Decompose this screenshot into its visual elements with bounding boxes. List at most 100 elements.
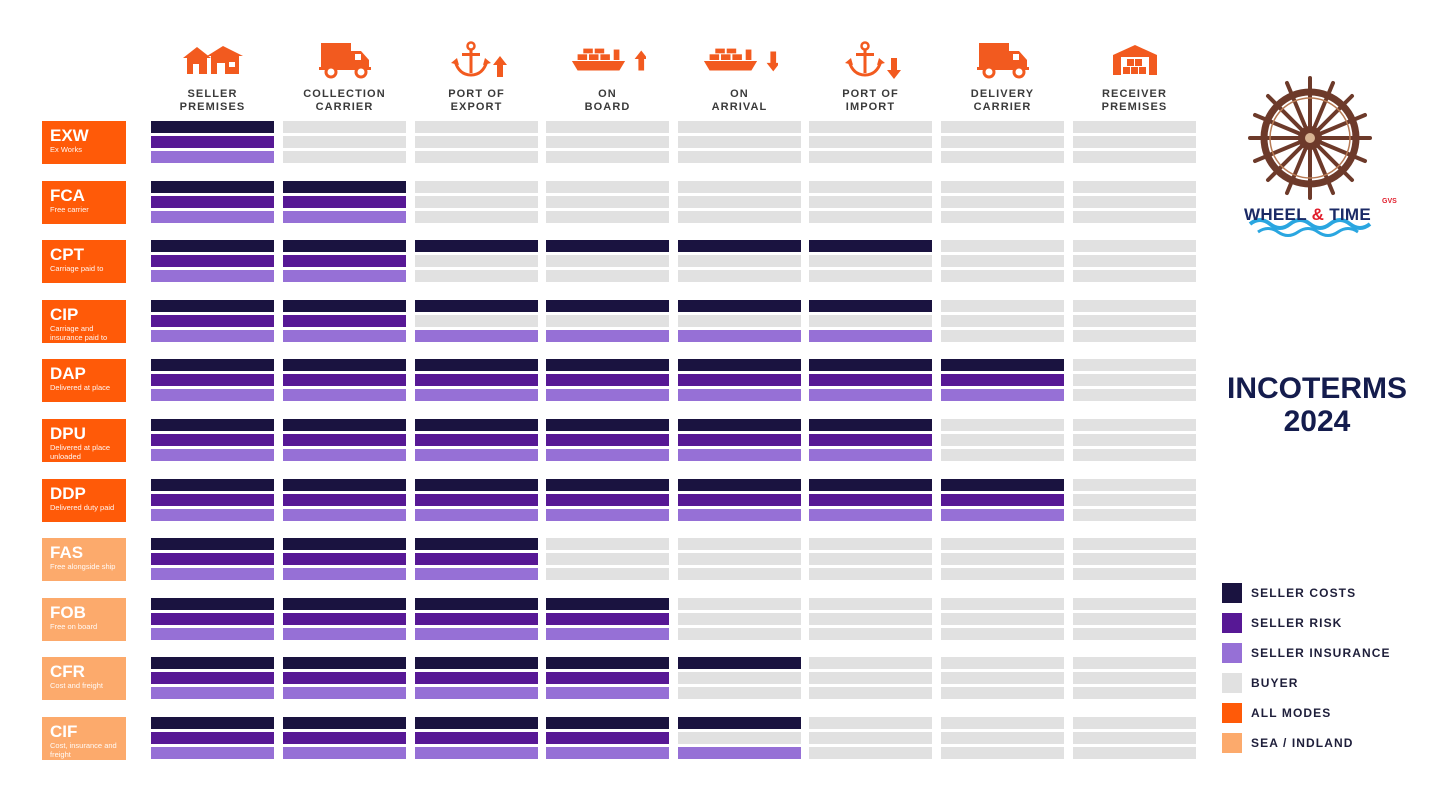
buyer-bar xyxy=(1073,538,1196,550)
seller-costs-bar xyxy=(283,717,406,729)
seller-costs-bar xyxy=(809,479,932,491)
buyer-bar xyxy=(941,657,1064,669)
seller-costs-bar xyxy=(415,419,538,431)
column-header: PORT OF EXPORT xyxy=(412,40,542,116)
seller-insurance-bar xyxy=(678,389,801,401)
legend-item-sea: SEA / INDLAND xyxy=(1222,733,1422,763)
buyer-bar xyxy=(1073,434,1196,446)
seller-risk-bar xyxy=(546,613,669,625)
buyer-bar xyxy=(1073,240,1196,252)
buyer-bar xyxy=(941,240,1064,252)
seller-insurance-bar xyxy=(678,330,801,342)
incoterm-dpu: DPU Delivered at place unloaded xyxy=(42,419,126,462)
buyer-bar xyxy=(809,717,932,729)
buyer-bar xyxy=(678,628,801,640)
wheel-and-time-logo: WHEEL & TIME GVS xyxy=(1238,72,1398,247)
seller-insurance-bar xyxy=(415,389,538,401)
seller-insurance-bar xyxy=(151,628,274,640)
seller-costs-bar xyxy=(546,479,669,491)
buyer-bar xyxy=(941,672,1064,684)
seller-risk-bar xyxy=(415,494,538,506)
seller-insurance-bar xyxy=(151,330,274,342)
truck-icon xyxy=(307,40,383,80)
seller-insurance-bar xyxy=(809,449,932,461)
buyer-bar xyxy=(941,151,1064,163)
seller-risk-bar xyxy=(283,374,406,386)
buyer-bar xyxy=(941,553,1064,565)
seller-costs-bar xyxy=(151,538,274,550)
seller-costs-bar xyxy=(283,300,406,312)
incoterm-fca: FCA Free carrier xyxy=(42,181,126,224)
buyer-bar xyxy=(941,136,1064,148)
buyer-bar xyxy=(546,568,669,580)
seller-costs-bar xyxy=(546,419,669,431)
seller-costs-bar xyxy=(678,300,801,312)
seller-insurance-bar xyxy=(941,509,1064,521)
seller-risk-bar xyxy=(546,732,669,744)
seller-risk-bar xyxy=(151,315,274,327)
incoterm-description: Delivered duty paid xyxy=(50,503,115,512)
seller-costs-bar xyxy=(415,479,538,491)
buyer-bar xyxy=(941,717,1064,729)
seller-costs-bar xyxy=(151,121,274,133)
legend-swatch xyxy=(1222,643,1242,663)
buyer-bar xyxy=(941,434,1064,446)
buyer-bar xyxy=(1073,136,1196,148)
incoterm-description: Cost, insurance and freight xyxy=(50,741,117,759)
ship-down-icon xyxy=(702,40,778,80)
seller-risk-bar xyxy=(678,434,801,446)
column-header: COLLECTION CARRIER xyxy=(280,40,410,116)
seller-costs-bar xyxy=(809,240,932,252)
ship-up-icon xyxy=(570,40,646,80)
incoterm-cpt: CPT Carriage paid to xyxy=(42,240,126,283)
buyer-bar xyxy=(546,211,669,223)
buyer-bar xyxy=(415,136,538,148)
anchor-down-icon xyxy=(833,40,909,80)
seller-risk-bar xyxy=(546,434,669,446)
incoterm-description: Free alongside ship xyxy=(50,562,116,571)
buyer-bar xyxy=(415,151,538,163)
incoterm-description: Delivered at place xyxy=(50,383,111,392)
buyer-bar xyxy=(415,121,538,133)
buyer-bar xyxy=(941,538,1064,550)
seller-insurance-bar xyxy=(546,509,669,521)
seller-costs-bar xyxy=(678,717,801,729)
buyer-bar xyxy=(941,732,1064,744)
seller-costs-bar xyxy=(809,359,932,371)
buyer-bar xyxy=(809,613,932,625)
seller-costs-bar xyxy=(415,240,538,252)
buyer-bar xyxy=(809,553,932,565)
seller-costs-bar xyxy=(415,538,538,550)
logo-wordmark: WHEEL & TIME xyxy=(1244,205,1372,224)
incoterm-code: CFR xyxy=(50,662,85,681)
buyer-bar xyxy=(415,181,538,193)
seller-insurance-bar xyxy=(546,330,669,342)
buyer-bar xyxy=(941,568,1064,580)
buyer-bar xyxy=(809,121,932,133)
buyer-bar xyxy=(1073,270,1196,282)
buyer-bar xyxy=(678,732,801,744)
house-icon xyxy=(175,40,251,80)
seller-costs-bar xyxy=(283,359,406,371)
legend-label: BUYER xyxy=(1251,676,1299,690)
incoterm-code: EXW xyxy=(50,126,89,145)
buyer-bar xyxy=(1073,196,1196,208)
incoterm-description: Free carrier xyxy=(50,205,89,214)
seller-insurance-bar xyxy=(415,628,538,640)
buyer-bar xyxy=(941,315,1064,327)
ship-wheel-icon xyxy=(1248,76,1372,237)
seller-costs-bar xyxy=(151,657,274,669)
legend-swatch xyxy=(1222,583,1242,603)
seller-insurance-bar xyxy=(151,151,274,163)
title-line-2: 2024 xyxy=(1283,405,1351,438)
buyer-bar xyxy=(809,315,932,327)
seller-risk-bar xyxy=(546,672,669,684)
seller-risk-bar xyxy=(415,613,538,625)
seller-costs-bar xyxy=(678,657,801,669)
incoterm-dap: DAP Delivered at place xyxy=(42,359,126,402)
buyer-bar xyxy=(546,315,669,327)
seller-risk-bar xyxy=(415,374,538,386)
buyer-bar xyxy=(809,672,932,684)
seller-risk-bar xyxy=(283,315,406,327)
title-line-1: INCOTERMS xyxy=(1227,372,1407,405)
